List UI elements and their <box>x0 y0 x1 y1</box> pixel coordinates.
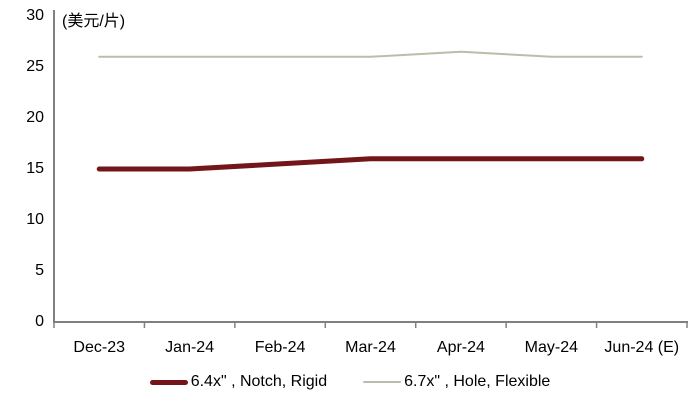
x-tick-label: Dec-23 <box>73 339 125 356</box>
y-tick-label: 0 <box>35 313 44 330</box>
y-tick-label: 20 <box>26 109 44 126</box>
legend-line-swatch <box>149 379 188 385</box>
x-tick-label: May-24 <box>524 339 579 356</box>
y-tick-label: 10 <box>26 211 44 228</box>
x-tick-label: Apr-24 <box>436 339 485 356</box>
x-tick-label: Jan-24 <box>165 339 215 356</box>
series-line <box>98 50 643 58</box>
y-axis-unit-label: (美元/片) <box>62 13 126 30</box>
x-tick-label: Jun-24 (E) <box>604 339 680 356</box>
legend-label: 6.4x" , Notch, Rigid <box>190 373 328 390</box>
chart-legend: 6.4x" , Notch, Rigid 6.7x" , Hole, Flexib… <box>0 373 700 391</box>
y-tick-label: 25 <box>26 58 44 75</box>
x-tick-label: Mar-24 <box>345 339 396 356</box>
legend-label: 6.7x" , Hole, Flexible <box>404 373 551 390</box>
y-tick-label: 5 <box>35 262 44 279</box>
series-line <box>96 156 645 172</box>
x-tick-label: Feb-24 <box>254 339 306 356</box>
legend-item: 6.7x" , Hole, Flexible <box>363 373 550 391</box>
y-tick-label: 30 <box>26 7 44 24</box>
y-tick-label: 15 <box>26 160 44 177</box>
legend-item: 6.4x" , Notch, Rigid <box>149 373 328 391</box>
legend-line-swatch <box>363 381 402 383</box>
